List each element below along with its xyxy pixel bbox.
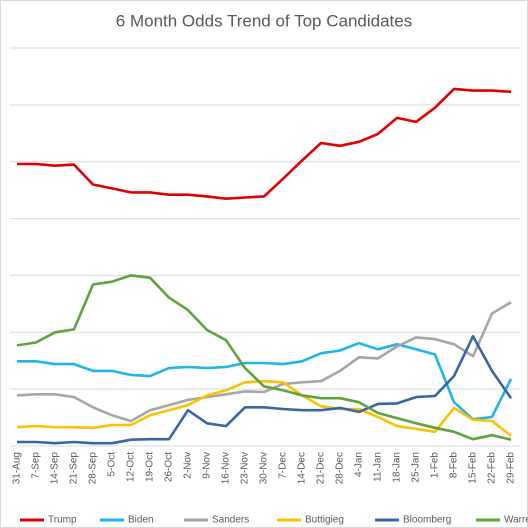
x-tick-label: 11-Jan — [373, 452, 384, 482]
x-tick-label: 15-Feb — [468, 452, 479, 484]
x-tick-label: 16-Nov — [221, 452, 232, 484]
legend-label: Warren — [504, 515, 528, 526]
series-line — [16, 379, 512, 437]
legend-label: Biden — [128, 515, 154, 526]
chart-title: 6 Month Odds Trend of Top Candidates — [116, 11, 412, 30]
x-tick-label: 22-Feb — [487, 452, 498, 484]
x-tick-label: 30-Nov — [259, 452, 270, 484]
x-tick-label: 26-Oct — [164, 452, 175, 482]
x-tick-label: 28-Sep — [88, 452, 99, 485]
legend-label: Bloomberg — [403, 515, 451, 526]
x-tick-label: 21-Dec — [316, 452, 327, 484]
x-tick-label: 4-Jan — [354, 452, 365, 477]
x-tick-label: 23-Nov — [240, 452, 251, 484]
x-tick-label: 7-Sep — [31, 452, 42, 479]
x-tick-label: 1-Feb — [430, 452, 441, 479]
series-line — [17, 341, 513, 421]
x-tick-label: 7-Dec — [278, 452, 289, 479]
x-tick-label: 18-Jan — [392, 452, 403, 483]
x-tick-label: 21-Sep — [69, 452, 80, 485]
series-line — [17, 335, 513, 445]
series-line — [16, 274, 512, 441]
x-tick-label: 9-Nov — [202, 452, 213, 479]
series-line — [16, 301, 512, 423]
x-tick-label: 14-Dec — [297, 452, 308, 484]
x-tick-label: 2-Nov — [183, 452, 194, 479]
x-tick-label: 8-Feb — [449, 452, 460, 479]
legend-label: Buttigieg — [305, 515, 344, 526]
x-tick-label: 5-Oct — [107, 452, 118, 477]
x-tick-label: 25-Jan — [411, 452, 422, 483]
legend-label: Trump — [48, 515, 77, 526]
legend-label: Sanders — [212, 515, 249, 526]
series-line — [17, 87, 512, 200]
x-tick-label: 19-Oct — [145, 452, 156, 482]
x-tick-label: 29-Feb — [506, 452, 517, 484]
x-tick-label: 31-Aug — [12, 452, 23, 484]
x-tick-label: 14-Sep — [50, 452, 61, 485]
x-tick-label: 12-Oct — [126, 452, 137, 482]
x-tick-label: 28-Dec — [335, 452, 346, 484]
